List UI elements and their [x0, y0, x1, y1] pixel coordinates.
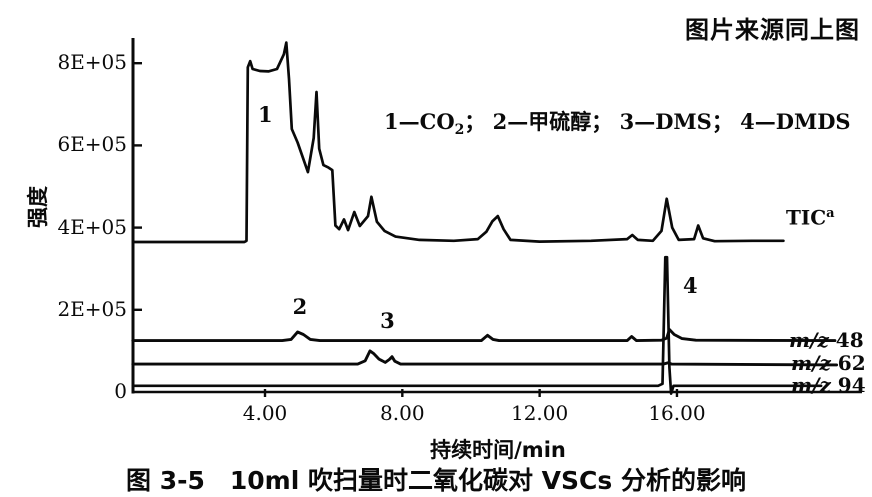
y-axis-title: 强度 [26, 186, 50, 228]
y-tick-label: 4E+05 [57, 214, 127, 239]
mz94-value: 94 [837, 373, 866, 397]
co2-subscript: 2 [454, 122, 465, 139]
x-tick-label: 16.00 [648, 401, 706, 425]
peak-legend: 1—CO2； 2—甲硫醇； 3—DMS； 4—DMDS [384, 106, 851, 138]
x-tick-label: 8.00 [380, 401, 425, 425]
y-tick-label: 8E+05 [57, 50, 127, 75]
tic-label-text: TIC [786, 205, 827, 230]
image-source-note: 图片来源同上图 [685, 16, 860, 44]
legend-item-1: 1—CO [384, 109, 455, 134]
mz94-trace [131, 255, 823, 395]
tic-trace-label: TICa [786, 204, 835, 228]
mz62-value: 62 [837, 351, 866, 375]
y-tick-label: 6E+05 [57, 132, 127, 157]
x-tick-label: 4.00 [242, 401, 288, 425]
mz62-prefix: m/z [791, 351, 831, 375]
peak-annotation-2: 2 [292, 293, 308, 319]
mz48-value: 48 [835, 328, 864, 352]
x-axis-title: 持续时间/min [430, 438, 566, 462]
y-tick-label: 0 [114, 379, 127, 403]
peak-annotation-3: 3 [380, 308, 395, 334]
mz94-prefix: m/z [791, 373, 831, 397]
mz48-trace [131, 328, 837, 343]
mz62-trace [131, 349, 839, 367]
mz94-trace-label: m/z 94 [791, 375, 866, 395]
peak-annotation-1: 1 [257, 101, 273, 127]
tic-label-superscript: a [826, 206, 835, 221]
y-axis-ticks [133, 62, 142, 311]
legend-items-2-4: ； 2—甲硫醇； 3—DMS； 4—DMDS [464, 109, 851, 134]
tic-trace [131, 41, 785, 244]
x-axis-ticks [263, 389, 679, 397]
figure-caption: 图 3-5 10ml 吹扫量时二氧化碳对 VSCs 分析的影响 [126, 466, 746, 495]
x-tick-label: 12.00 [510, 401, 569, 425]
mz48-prefix: m/z [789, 328, 829, 352]
mz48-trace-label: m/z 48 [789, 330, 864, 350]
mz62-trace-label: m/z 62 [791, 353, 866, 373]
y-tick-label: 2E+05 [57, 296, 127, 321]
peak-annotation-4: 4 [682, 272, 698, 298]
